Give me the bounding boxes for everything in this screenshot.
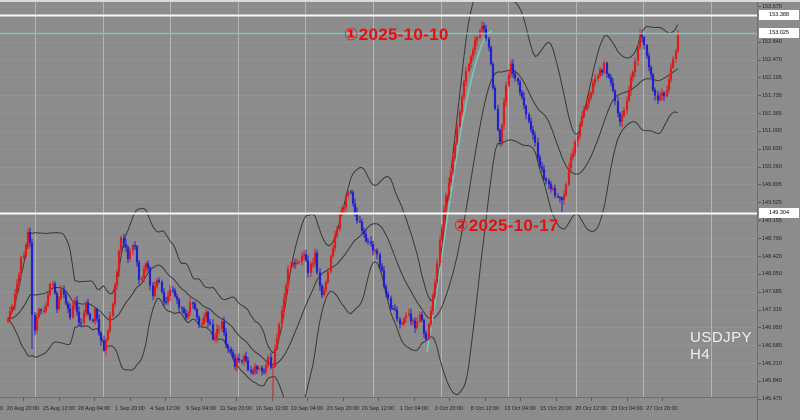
price-axis-label: 146.210 [762, 360, 782, 367]
window-border-top [0, 0, 800, 2]
time-axis-label: 3 Oct 20:00 [435, 405, 464, 412]
time-axis-label: 1 Sep 20:00 [114, 405, 145, 412]
time-axis-tick [165, 398, 166, 401]
time-axis-label: 11 Sep 20:00 [219, 405, 253, 412]
time-axis-tick [272, 398, 273, 401]
price-marker-value: 149.304 [769, 209, 789, 216]
price-axis-tick [758, 202, 761, 203]
price-axis-tick [758, 238, 761, 239]
price-axis-tick [758, 345, 761, 346]
time-axis-label: 13 Oct 04:00 [504, 405, 537, 412]
time-axis-tick [59, 398, 60, 401]
time-axis-label: 20 Aug 20:00 [6, 405, 40, 412]
price-axis-label: 150.630 [762, 145, 782, 152]
time-axis-label: 16 Sep 12:00 [255, 405, 288, 412]
price-axis-label: 147.685 [762, 288, 782, 295]
time-axis-tick [307, 398, 308, 401]
price-axis-label: 148.050 [762, 270, 782, 277]
time-axis-tick [520, 398, 521, 401]
time-axis-label: 25 Aug 12:00 [42, 405, 75, 412]
price-axis-tick [758, 292, 761, 293]
price-axis-tick [758, 60, 761, 61]
price-axis-tick [758, 95, 761, 96]
time-axis-tick [94, 398, 95, 401]
price-axis-label: 146.950 [762, 324, 782, 331]
time-axis-tick [449, 398, 450, 401]
price-axis-label: 152.840 [762, 38, 782, 45]
price-axis-label: 149.155 [762, 217, 782, 224]
price-axis-label: 152.470 [762, 56, 782, 63]
time-axis-label: 20 Oct 12:00 [575, 405, 608, 412]
price-axis-tick [758, 77, 761, 78]
price-axis-tick [758, 256, 761, 257]
time-axis-label: 23 Sep 20:00 [326, 405, 360, 412]
price-axis-label: 149.895 [762, 181, 782, 188]
time-axis-tick [556, 398, 557, 401]
time-axis-label: 15 Oct 20:00 [540, 405, 572, 412]
price-axis-tick [758, 363, 761, 364]
time-axis-label-partial: 0 [0, 405, 4, 412]
price-marker-value: 153.025 [769, 29, 789, 36]
price-axis-label: 150.260 [762, 163, 782, 170]
price-axis-tick [758, 399, 761, 400]
price-marker-value: 153.388 [769, 11, 789, 18]
time-axis-label: 28 Aug 04:00 [77, 405, 111, 412]
time-axis[interactable]: 0 20 Aug 20:00 25 Aug 12:00 28 Aug 04:00 1 S… [0, 397, 757, 420]
price-axis-tick [758, 220, 761, 221]
annotation-date-1[interactable]: ①2025-10-10 [344, 25, 449, 44]
time-axis-tick [236, 398, 237, 401]
price-axis-label: 148.420 [762, 252, 782, 260]
price-marker: 149.304 [759, 208, 799, 219]
price-chart-plot: ①2025-10-10 ②2025-10-17 USDJPY H4 [0, 0, 757, 397]
price-axis-tick [758, 327, 761, 328]
price-axis-tick [758, 113, 761, 114]
price-axis-tick [758, 42, 761, 43]
time-axis-label: 1 Oct 04:00 [399, 405, 428, 412]
price-axis-tick [758, 310, 761, 311]
price-axis-label: 145.475 [762, 395, 782, 402]
price-axis-tick [758, 167, 761, 168]
price-axis-label: 151.000 [762, 127, 782, 134]
time-axis-tick [378, 398, 379, 401]
chart-canvas[interactable] [0, 0, 757, 397]
time-axis-label: 9 Sep 04:00 [185, 405, 216, 412]
price-axis-tick [758, 6, 761, 7]
annotation-date-2[interactable]: ②2025-10-17 [454, 216, 559, 235]
time-axis-tick [414, 398, 415, 401]
price-axis-label: 153.575 [762, 2, 782, 10]
time-axis-tick [130, 398, 131, 401]
price-marker: 153.388 [759, 10, 799, 21]
price-axis[interactable]: 153.575 152.840 152.470 152.105 151.735 151.3… [757, 0, 800, 420]
price-axis-tick [758, 184, 761, 185]
price-axis-label: 145.845 [762, 377, 782, 384]
price-axis-label: 147.315 [762, 306, 782, 313]
price-axis-tick [758, 381, 761, 382]
symbol-timeframe-label: USDJPY H4 [690, 329, 752, 363]
time-axis-label: 19 Sep 04:00 [290, 405, 324, 412]
time-axis-label: 26 Sep 12:00 [361, 405, 395, 412]
time-axis-tick [662, 398, 663, 401]
time-axis-label: 23 Oct 04:00 [611, 405, 643, 412]
price-axis-label: 152.105 [762, 74, 782, 81]
time-axis-label: 8 Oct 12:00 [470, 405, 499, 412]
price-marker: 153.025 [759, 27, 799, 38]
time-axis-tick [23, 398, 24, 401]
price-axis-tick [758, 274, 761, 275]
time-axis-tick [485, 398, 486, 401]
price-axis-label: 149.525 [762, 199, 782, 206]
price-axis-tick [758, 131, 761, 132]
time-axis-label: 27 Oct 20:00 [646, 405, 679, 412]
time-axis-tick [343, 398, 344, 401]
time-axis-label: 4 Sep 12:00 [150, 405, 180, 412]
time-axis-tick [627, 398, 628, 401]
time-axis-tick [201, 398, 202, 401]
time-axis-tick [591, 398, 592, 401]
price-axis-tick [758, 149, 761, 150]
price-axis-label: 148.790 [762, 235, 782, 242]
price-axis-label: 151.735 [762, 92, 782, 99]
price-axis-label: 146.580 [762, 342, 782, 349]
price-axis-label: 151.365 [762, 110, 782, 117]
